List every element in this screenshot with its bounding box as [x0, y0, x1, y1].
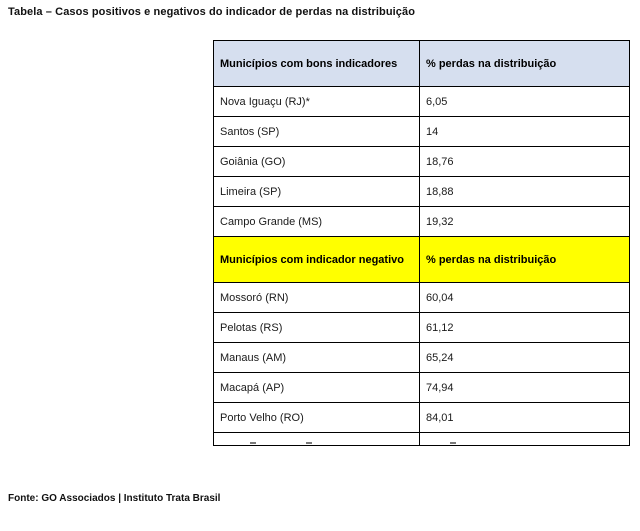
- source-caption: Fonte: GO Associados | Instituto Trata B…: [8, 493, 221, 504]
- cell-pct: 19,32: [419, 206, 630, 237]
- table-row: Campo Grande (MS) 19,32: [213, 206, 630, 237]
- cell-pct: 74,94: [419, 372, 630, 403]
- table-row: Nova Iguaçu (RJ)* 6,05: [213, 86, 630, 117]
- cell-pct: 6,05: [419, 86, 630, 117]
- cell-city: Manaus (AM): [213, 342, 420, 373]
- cell-city: Macapá (AP): [213, 372, 420, 403]
- table-row: Manaus (AM) 65,24: [213, 342, 630, 373]
- cell-pct: 65,24: [419, 342, 630, 373]
- cell-pct: 60,04: [419, 282, 630, 313]
- cell-pct: 18,88: [419, 176, 630, 207]
- table-row: Santos (SP) 14: [213, 116, 630, 147]
- cell-city: Goiânia (GO): [213, 146, 420, 177]
- clipped-text-fragments: [215, 442, 419, 445]
- table-row: Pelotas (RS) 61,12: [213, 312, 630, 343]
- clipped-text-fragments: [421, 442, 629, 445]
- clipped-cell-city: [213, 432, 420, 446]
- column-header-positive-pct: % perdas na distribuição: [419, 40, 630, 87]
- cell-city: Nova Iguaçu (RJ)*: [213, 86, 420, 117]
- negative-section-header-row: Municípios com indicador negativo % perd…: [213, 236, 630, 283]
- column-header-negative-cities: Municípios com indicador negativo: [213, 236, 420, 283]
- cell-city: Limeira (SP): [213, 176, 420, 207]
- cell-city: Pelotas (RS): [213, 312, 420, 343]
- cell-pct: 14: [419, 116, 630, 147]
- cell-city: Santos (SP): [213, 116, 420, 147]
- table-container: Municípios com bons indicadores % perdas…: [213, 40, 630, 446]
- positive-section-header-row: Municípios com bons indicadores % perdas…: [213, 40, 630, 87]
- cell-pct: 84,01: [419, 402, 630, 433]
- table-row: Limeira (SP) 18,88: [213, 176, 630, 207]
- cell-city: Campo Grande (MS): [213, 206, 420, 237]
- cell-pct: 18,76: [419, 146, 630, 177]
- clipped-table-row: [213, 432, 630, 446]
- losses-table: Municípios com bons indicadores % perdas…: [213, 40, 630, 446]
- cell-city: Mossoró (RN): [213, 282, 420, 313]
- table-row: Macapá (AP) 74,94: [213, 372, 630, 403]
- clipped-cell-pct: [419, 432, 630, 446]
- cell-city: Porto Velho (RO): [213, 402, 420, 433]
- column-header-negative-pct: % perdas na distribuição: [419, 236, 630, 283]
- column-header-positive-cities: Municípios com bons indicadores: [213, 40, 420, 87]
- table-row: Goiânia (GO) 18,76: [213, 146, 630, 177]
- cell-pct: 61,12: [419, 312, 630, 343]
- table-row: Mossoró (RN) 60,04: [213, 282, 630, 313]
- page-title: Tabela – Casos positivos e negativos do …: [8, 6, 416, 18]
- table-row: Porto Velho (RO) 84,01: [213, 402, 630, 433]
